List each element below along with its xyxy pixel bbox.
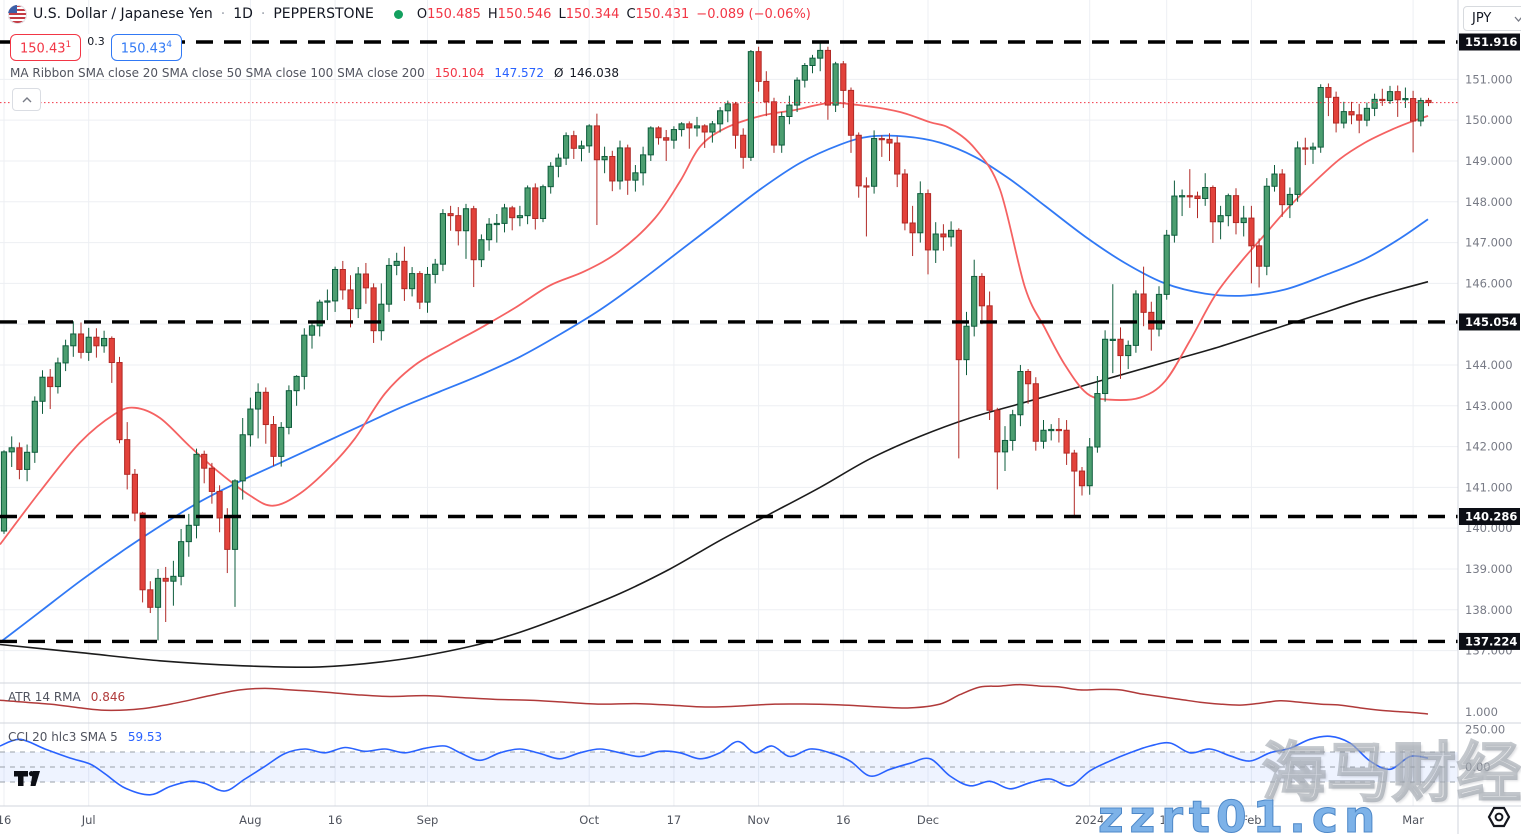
- avg-symbol: Ø: [553, 66, 564, 80]
- candles: [0, 42, 1432, 641]
- price-tick-label: 144.000: [1465, 358, 1513, 372]
- time-tick-label: Feb: [1241, 813, 1261, 827]
- cci-value: 59.53: [127, 730, 163, 744]
- time-tick-label: 17: [1159, 813, 1174, 827]
- atr-legend[interactable]: ATR 14 RMA 0.846: [8, 690, 125, 704]
- atr-name: ATR 14 RMA: [8, 690, 81, 704]
- price-tick-label: 148.000: [1465, 195, 1513, 209]
- close-label: C: [626, 6, 636, 22]
- time-tick-label: Jul: [81, 813, 96, 827]
- level-badge: [1459, 632, 1520, 650]
- time-tick-label: 16: [836, 813, 851, 827]
- time-tick-label: Oct: [579, 813, 599, 827]
- exchange-label: PEPPERSTONE: [273, 6, 374, 22]
- atr-value: 0.846: [90, 690, 126, 704]
- time-tick-label: Aug: [239, 813, 261, 827]
- time-tick-label: 17: [667, 813, 682, 827]
- level-badge-label: 151.916: [1465, 35, 1517, 49]
- time-tick-label: 2024: [1075, 813, 1104, 827]
- cci-name: CCI 20 hlc3 SMA 5: [8, 730, 118, 744]
- atr-axis-label: 1.000: [1465, 705, 1498, 719]
- ma-ribbon-name: MA Ribbon SMA close 20 SMA close 50 SMA …: [10, 66, 425, 80]
- avg-value: 146.038: [569, 66, 620, 80]
- level-badge: [1459, 33, 1520, 51]
- price-tick-label: 143.000: [1465, 399, 1513, 413]
- collapse-pane-button[interactable]: [12, 88, 41, 111]
- us-flag-icon: [8, 4, 27, 24]
- symbol-legend[interactable]: U.S. Dollar / Japanese Yen · 1D · PEPPER…: [8, 0, 811, 28]
- time-tick-label: Sep: [417, 813, 439, 827]
- price-tick-label: 142.000: [1465, 440, 1513, 454]
- ma-ribbon-legend[interactable]: MA Ribbon SMA close 20 SMA close 50 SMA …: [10, 66, 619, 80]
- symbol-title: U.S. Dollar / Japanese Yen: [33, 6, 213, 22]
- chevron-up-icon: [22, 96, 31, 102]
- title-separator: ·: [220, 6, 226, 22]
- sma200-line: [0, 280, 1429, 669]
- open-value: 150.485: [427, 6, 481, 22]
- sma50-value: 147.572: [494, 66, 544, 80]
- level-badge-label: 137.224: [1465, 634, 1517, 648]
- currency-label: JPY: [1472, 11, 1492, 26]
- level-badge-label: 145.054: [1465, 315, 1517, 329]
- price-tick-label: 139.000: [1465, 562, 1513, 576]
- chevron-down-icon: [1514, 16, 1521, 22]
- watermark-cjk: 海马财经: [1261, 736, 1521, 812]
- open-label: O: [416, 6, 428, 22]
- cci-band: [0, 752, 1458, 782]
- level-badge-label: 140.286: [1465, 510, 1517, 524]
- price-tick-label: 150.000: [1465, 113, 1513, 127]
- market-status-icon[interactable]: [393, 9, 403, 19]
- cci-axis-zero-label: 0.00: [1465, 760, 1491, 774]
- price-tick-label: 141.000: [1465, 480, 1513, 494]
- ohlc-readout: O150.485 H150.546 L150.344 C150.431 −0.0…: [417, 7, 811, 22]
- interval-label[interactable]: 1D: [233, 6, 253, 22]
- price-tick-label: 138.000: [1465, 603, 1513, 617]
- price-tick-label: 151.000: [1465, 72, 1513, 86]
- corner-hexagon-icon: [1486, 804, 1512, 834]
- low-label: L: [558, 6, 566, 22]
- price-tick-label: 146.000: [1465, 276, 1513, 290]
- time-tick-label: Nov: [747, 813, 770, 827]
- level-badge: [1459, 508, 1520, 526]
- price-tick-label: 149.000: [1465, 154, 1513, 168]
- tradingview-logo[interactable]: [14, 770, 48, 791]
- time-tick-label: Dec: [917, 813, 939, 827]
- sma20-value: 150.104: [434, 66, 485, 80]
- level-badge: [1459, 313, 1520, 331]
- price-tick-label: 147.000: [1465, 236, 1513, 250]
- atr-line: [0, 683, 1429, 715]
- time-axis[interactable]: 16 Jul Aug 16 Sep Oct 17 Nov 16 Dec 2024 17 Feb Mar: [0, 813, 1424, 827]
- watermark-site: zzrt01.cn: [1097, 792, 1382, 834]
- currency-dropdown[interactable]: JPY: [1463, 6, 1521, 31]
- sell-button[interactable]: 150.431: [10, 34, 82, 62]
- cci-legend[interactable]: CCI 20 hlc3 SMA 5 59.53: [8, 730, 162, 744]
- high-label: H: [487, 6, 498, 22]
- buy-button[interactable]: 150.434: [110, 34, 182, 62]
- trade-widget: 150.431 0.3 150.434: [10, 34, 182, 62]
- cci-line: [0, 735, 1429, 796]
- spread-value: 0.3: [82, 34, 110, 49]
- high-value: 150.546: [497, 6, 552, 22]
- title-separator: ·: [260, 6, 266, 22]
- close-value: 150.431: [635, 6, 690, 22]
- low-value: 150.344: [565, 6, 620, 22]
- cci-axis-label: 250.00: [1465, 723, 1505, 737]
- time-tick-label: Mar: [1402, 813, 1424, 827]
- change-value: −0.089 (−0.06%): [696, 6, 811, 22]
- time-tick-label: 16: [328, 813, 343, 827]
- time-tick-label: 16: [0, 813, 11, 827]
